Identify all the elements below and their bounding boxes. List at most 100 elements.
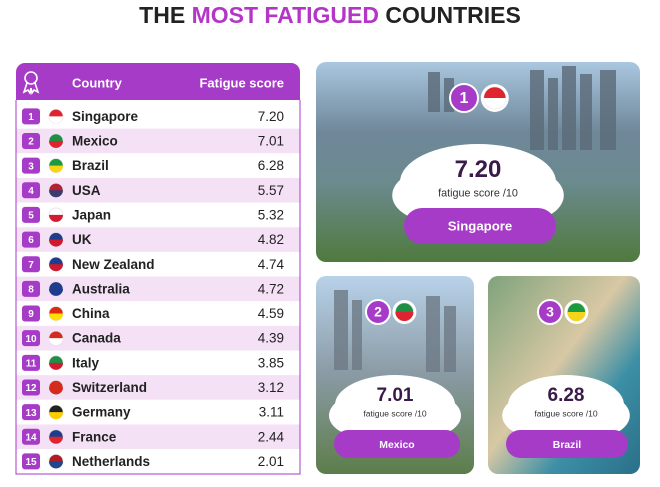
card-rank: 1 — [460, 90, 469, 107]
header-score: Fatigue score — [199, 75, 284, 90]
table-row-bg — [16, 325, 300, 351]
flag-part — [483, 98, 506, 109]
country-name: UK — [72, 232, 92, 247]
flag-part — [49, 313, 63, 321]
medal-icon — [22, 71, 40, 96]
fatigue-score: 4.74 — [258, 257, 285, 272]
table-row-bg — [16, 104, 300, 129]
cloud — [502, 394, 566, 437]
fatigue-score: 2.01 — [258, 454, 284, 469]
flag-part — [49, 214, 63, 222]
card-name-pill — [334, 430, 460, 458]
fatigue-score: 5.57 — [258, 183, 284, 198]
fatigue-score: 6.28 — [258, 158, 284, 173]
fatigue-score: 3.12 — [258, 380, 284, 395]
card-rank: 2 — [374, 304, 382, 320]
country-name: Japan — [72, 207, 111, 222]
cloud — [329, 394, 395, 437]
table-row-bg — [16, 449, 300, 474]
flag-part — [49, 264, 63, 272]
card-name-pill — [404, 208, 556, 244]
country-name: France — [72, 429, 117, 444]
rank-number: 9 — [28, 309, 34, 320]
cloud — [566, 394, 630, 437]
rank-number: 4 — [28, 186, 34, 197]
card-name: Singapore — [448, 218, 512, 233]
card-score: 6.28 — [548, 385, 585, 406]
cloud — [395, 394, 461, 437]
card-name-pill — [506, 430, 628, 458]
country-name: Singapore — [72, 109, 139, 124]
rank-number: 2 — [28, 137, 34, 148]
rank-number: 13 — [25, 408, 37, 419]
fatigue-score: 7.01 — [258, 134, 284, 149]
rank-number: 8 — [28, 285, 34, 296]
fatigue-score: 4.59 — [258, 306, 284, 321]
card-name: Mexico — [379, 440, 414, 451]
fatigue-score: 4.72 — [258, 281, 284, 296]
card-name: Brazil — [553, 440, 582, 451]
rank-badge — [22, 132, 40, 149]
rank-badge — [22, 453, 40, 470]
table-row-bg — [16, 399, 300, 425]
country-name: Germany — [72, 405, 131, 420]
card-rank-badge — [365, 299, 391, 325]
table-row-bg — [16, 424, 300, 450]
rank-number: 14 — [25, 432, 37, 443]
flag-part — [49, 362, 63, 370]
table-row-bg — [16, 276, 300, 302]
rank-badge — [22, 428, 40, 445]
country-name: Canada — [72, 331, 121, 346]
flag-part — [49, 338, 63, 346]
table-row-bg — [16, 128, 300, 154]
country-name: Australia — [72, 281, 130, 296]
card-caption: fatigue score /10 — [363, 408, 426, 418]
rank-badge — [22, 206, 40, 223]
table-row-bg — [16, 375, 300, 400]
fatigue-score: 7.20 — [258, 109, 284, 124]
flag-part — [49, 165, 63, 173]
mexico-towers — [334, 290, 456, 372]
fatigue-score: 2.44 — [258, 429, 285, 444]
rank-badge — [22, 231, 40, 248]
rank-number: 11 — [26, 358, 37, 369]
flag-part — [49, 412, 63, 420]
rank-badge — [22, 108, 40, 125]
card-rank-badge — [537, 299, 563, 325]
country-name: China — [72, 306, 110, 321]
country-name: Netherlands — [72, 454, 150, 469]
flag-part — [49, 239, 63, 247]
table-row-bg — [16, 251, 300, 277]
rank-badge — [22, 157, 40, 174]
rank-number: 1 — [28, 112, 34, 123]
fatigue-score: 4.82 — [258, 232, 284, 247]
rank-badge — [22, 379, 40, 396]
country-name: USA — [72, 183, 101, 198]
rank-badge — [22, 305, 40, 322]
fatigue-score: 4.39 — [258, 331, 284, 346]
rank-badge — [22, 256, 40, 273]
flag-part — [49, 288, 63, 296]
flag-part — [49, 190, 63, 198]
rank-number: 3 — [28, 161, 34, 172]
rank-badge — [22, 404, 40, 421]
card-caption: fatigue score /10 — [534, 408, 597, 418]
flag-part — [49, 461, 63, 469]
page-title: THE MOST FATIGUED COUNTRIES — [139, 2, 521, 28]
table-row-bg — [16, 153, 300, 178]
table-row-bg — [16, 202, 300, 228]
fatigue-score: 3.85 — [258, 355, 284, 370]
rank-number: 5 — [28, 211, 34, 222]
rank-number: 6 — [28, 235, 34, 246]
table-row-bg — [16, 177, 300, 203]
flag-part — [49, 116, 63, 124]
rank-badge — [22, 330, 40, 347]
fatigue-score: 3.11 — [259, 405, 284, 420]
rank-number: 10 — [25, 334, 37, 345]
skyline — [428, 66, 616, 150]
flag-part — [567, 312, 586, 321]
card-score: 7.01 — [377, 385, 414, 406]
card-score: 7.20 — [455, 156, 502, 183]
rank-badge — [22, 354, 40, 371]
